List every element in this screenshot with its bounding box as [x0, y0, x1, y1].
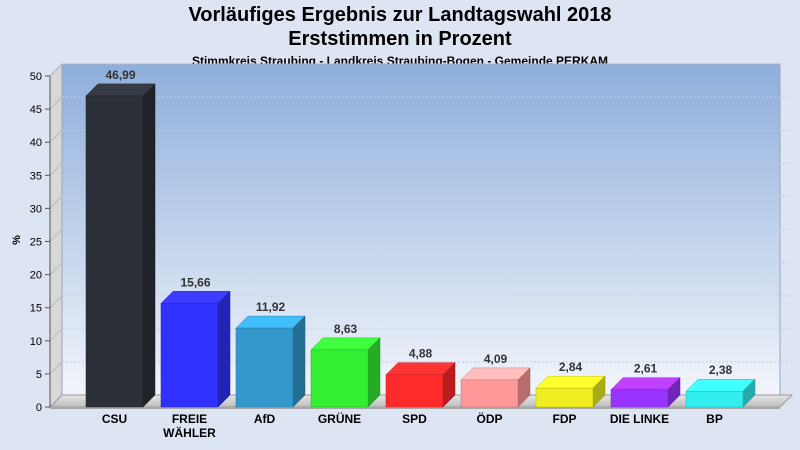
- data-label: 4,88: [409, 347, 433, 361]
- grid: [49, 63, 792, 375]
- bar-side: [292, 315, 306, 408]
- gridline-side: [49, 229, 63, 242]
- y-tick-label: 0: [36, 402, 42, 414]
- x-tick-label: DIE LINKE: [610, 412, 669, 426]
- y-tick-label: 20: [30, 270, 42, 282]
- bar: [85, 95, 144, 408]
- gridline-side: [49, 63, 63, 77]
- y-tick-label: 15: [30, 303, 42, 315]
- data-label: 15,66: [180, 275, 210, 289]
- y-tick-label: 25: [30, 237, 42, 249]
- bar: [685, 390, 744, 408]
- gridline-side: [49, 162, 63, 176]
- gridline-side: [49, 295, 63, 309]
- floor-edge: [50, 407, 780, 409]
- bar: [460, 379, 519, 408]
- x-tick-label: WÄHLER: [163, 425, 216, 440]
- bar: [310, 349, 369, 408]
- bar-side: [367, 337, 381, 408]
- bars: [85, 83, 756, 408]
- x-tick-label: ÖDP: [476, 411, 502, 426]
- gridline-side: [49, 129, 63, 143]
- x-tick-label: SPD: [402, 412, 427, 426]
- y-tick-label: 5: [36, 369, 42, 381]
- data-label: 2,84: [559, 360, 583, 374]
- y-tick-label: 40: [30, 137, 42, 149]
- gridline-side: [49, 328, 63, 342]
- y-tick-label: 30: [30, 203, 42, 215]
- bar: [535, 387, 594, 408]
- y-tick-label: 50: [30, 71, 42, 83]
- y-tick-label: 45: [30, 104, 42, 116]
- data-label: 4,09: [484, 352, 508, 366]
- bar: [610, 389, 669, 408]
- x-tick-label: FDP: [553, 412, 577, 426]
- x-tick-label: GRÜNE: [318, 411, 361, 426]
- chart-title-line2: Erststimmen in Prozent: [288, 28, 512, 50]
- y-axis: 0 5 10 15 20 25 30 35 40 45 50%: [11, 71, 51, 414]
- data-label: 11,92: [256, 300, 286, 314]
- x-tick-label: CSU: [102, 412, 127, 426]
- bar: [235, 327, 294, 408]
- x-tick-label: BP: [706, 412, 723, 426]
- y-axis-label: %: [11, 235, 23, 245]
- bar: [385, 374, 444, 408]
- data-label: 8,63: [334, 322, 358, 336]
- data-label: 2,61: [634, 362, 658, 376]
- x-tick-label: FREIE: [172, 412, 207, 426]
- data-label: 2,38: [709, 363, 733, 377]
- x-tick-label: AfD: [254, 412, 276, 426]
- y-tick-label: 10: [30, 336, 42, 348]
- data-label: 46,99: [105, 68, 135, 82]
- y-tick-label: 35: [30, 170, 42, 182]
- gridline-side: [49, 361, 63, 375]
- gridline-side: [49, 262, 63, 275]
- gridline-side: [49, 196, 63, 209]
- bar-side: [217, 290, 231, 408]
- bar: [160, 303, 219, 408]
- chart-title: Vorläufiges Ergebnis zur Landtagswahl 20…: [188, 4, 612, 26]
- bar-side: [142, 83, 156, 408]
- gridline-side: [49, 96, 63, 110]
